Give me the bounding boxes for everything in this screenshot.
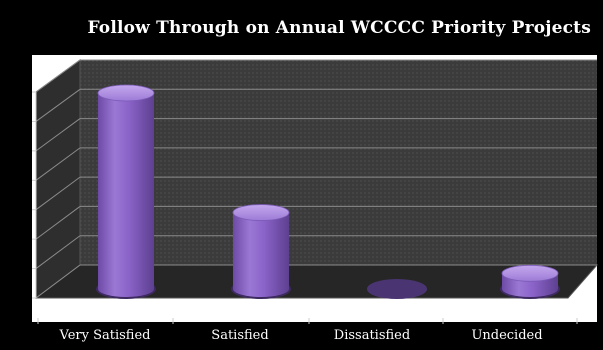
bar-body [98, 93, 154, 297]
bar-base [367, 279, 427, 299]
x-tick-label: Dissatisfied [333, 328, 411, 343]
bar [96, 84, 156, 299]
left-wall [35, 59, 81, 299]
chart-title: Follow Through on Annual WCCCC Priority … [87, 18, 591, 38]
x-tick-label: Satisfied [211, 328, 269, 343]
gridlines [32, 59, 597, 299]
back-wall [80, 60, 597, 265]
gridline-side [35, 147, 81, 181]
bar [367, 279, 427, 299]
gridline-side [35, 176, 81, 211]
bar-body [233, 212, 289, 297]
x-tick-label: Undecided [471, 328, 543, 343]
x-ticks [37, 318, 578, 324]
x-tick-label: Very Satisfied [59, 328, 151, 343]
gridline-side [35, 118, 81, 152]
bars [96, 84, 560, 299]
gridline-side [35, 59, 81, 93]
bar-cap [501, 264, 559, 282]
bar [231, 204, 291, 299]
bar [500, 264, 560, 299]
gridline-side [35, 235, 81, 269]
gridline-side [35, 206, 81, 240]
gridline-side [35, 264, 81, 299]
gridline-side [35, 88, 81, 122]
bar-cap [97, 84, 155, 102]
bar-cap [232, 204, 290, 221]
